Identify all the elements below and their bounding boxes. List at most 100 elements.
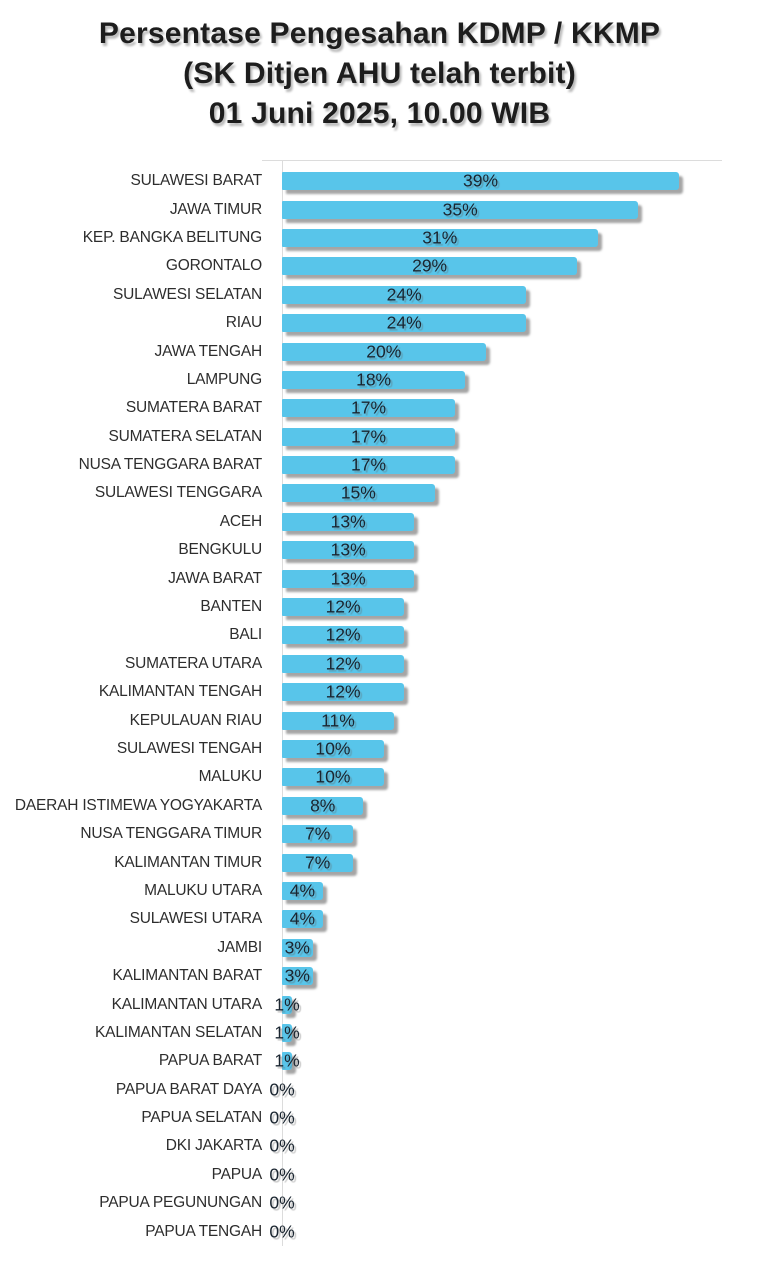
category-label: NUSA TENGGARA TIMUR — [80, 825, 262, 843]
category-label: MALUKU UTARA — [144, 881, 262, 899]
bar — [282, 654, 405, 673]
bar-area: 3% — [282, 937, 759, 958]
bar-row: JAWA TENGAH 20% — [0, 337, 759, 365]
bar — [282, 910, 323, 929]
bar — [282, 853, 354, 872]
bar-row: BALI 12% — [0, 621, 759, 649]
bar — [282, 938, 313, 957]
value-label: 13% — [330, 568, 366, 589]
bar — [282, 427, 456, 446]
bar-area: 12% — [282, 596, 759, 617]
value-label: 0% — [269, 1135, 295, 1156]
value-label: 39% — [462, 170, 499, 191]
category-label: MALUKU — [198, 768, 263, 786]
value-label: 4% — [289, 880, 316, 901]
bar — [282, 881, 323, 900]
bar-area: 7% — [282, 852, 759, 873]
value-label: 24% — [386, 312, 422, 333]
value-label: 3% — [284, 937, 310, 958]
bar-area: 0% — [269, 1079, 759, 1099]
bar — [282, 995, 293, 1014]
bar-row: KALIMANTAN TENGAH 12% — [0, 678, 759, 706]
bar-area: 1% — [274, 1051, 759, 1071]
bar — [282, 796, 364, 815]
category-label: KALIMANTAN UTARA — [111, 995, 263, 1013]
value-label: 11% — [321, 710, 355, 731]
bar-row: MALUKU 10% — [0, 763, 759, 791]
bar-row: KEPULAUAN RIAU 11% — [0, 706, 759, 734]
category-label: DKI JAKARTA — [165, 1137, 262, 1155]
category-label: GORONTALO — [165, 257, 262, 275]
bar-row: ACEH 13% — [0, 508, 759, 536]
category-label: SUMATERA UTARA — [124, 654, 262, 672]
value-label: 1% — [274, 994, 300, 1015]
value-label: 12% — [325, 596, 361, 617]
value-label: 10% — [315, 766, 351, 787]
bar-row: PAPUA TENGAH 0% — [0, 1217, 759, 1245]
value-label: 17% — [351, 397, 387, 418]
bar-area: 8% — [282, 795, 759, 816]
value-label: 8% — [310, 795, 336, 816]
category-label: PAPUA PEGUNUNGAN — [99, 1194, 262, 1212]
bar — [282, 228, 598, 247]
bar-row: SULAWESI BARAT 39% — [0, 167, 759, 195]
bar-row: SULAWESI TENGGARA 15% — [0, 479, 759, 507]
category-label: JAWA TENGAH — [154, 342, 263, 360]
bar-area: 0% — [269, 1221, 759, 1241]
bar — [282, 740, 384, 758]
bar — [282, 314, 527, 333]
bar-area: 13% — [282, 540, 759, 560]
bar-area: 0% — [269, 1136, 759, 1156]
category-label: SULAWESI TENGAH — [116, 740, 262, 757]
category-label: RIAU — [225, 314, 262, 332]
bar-row: RIAU 24% — [0, 309, 759, 337]
bar-area: 1% — [274, 1022, 759, 1042]
bar-area: 15% — [282, 483, 759, 503]
category-label: NUSA TENGGARA BARAT — [78, 456, 263, 474]
bar-row: PAPUA SELATAN 0% — [0, 1104, 759, 1132]
value-label: 0% — [269, 1107, 295, 1128]
bar-row: MALUKU UTARA 4% — [0, 877, 759, 905]
value-label: 3% — [284, 965, 310, 986]
category-label: PAPUA TENGAH — [145, 1222, 262, 1240]
bar-row: NUSA TENGGARA BARAT 17% — [0, 451, 759, 479]
bar-area: 29% — [282, 256, 759, 276]
chart-title-line1: Persentase Pengesahan KDMP / KKMP — [98, 17, 661, 50]
bar-area: 7% — [282, 824, 759, 844]
bar-row: GORONTALO 29% — [0, 252, 759, 280]
bar-row: PAPUA BARAT 1% — [0, 1047, 759, 1075]
plot-top-border — [262, 160, 722, 161]
bar — [282, 399, 456, 418]
bar — [282, 711, 394, 730]
category-label: PAPUA BARAT DAYA — [115, 1080, 262, 1098]
bar-row: KALIMANTAN BARAT 3% — [0, 962, 759, 990]
category-label: KEPULAUAN RIAU — [129, 711, 263, 729]
bar-row: KEP. BANGKA BELITUNG 31% — [0, 224, 759, 252]
category-label: SULAWESI BARAT — [130, 172, 262, 190]
bar-row: BENGKULU 13% — [0, 536, 759, 564]
bar-area: 35% — [282, 199, 759, 220]
value-label: 35% — [442, 199, 478, 220]
category-label: DAERAH ISTIMEWA YOGYAKARTA — [14, 796, 262, 814]
bar — [282, 598, 405, 617]
category-label: PAPUA — [211, 1165, 263, 1183]
value-label: 12% — [325, 681, 361, 702]
bar-row: SULAWESI UTARA 4% — [0, 905, 759, 933]
bar — [282, 512, 415, 531]
bar-area: 17% — [282, 455, 759, 475]
bar-row: SULAWESI TENGAH 10% — [0, 735, 759, 763]
category-label: BANTEN — [200, 598, 262, 616]
value-label: 10% — [315, 738, 351, 759]
category-label: BALI — [229, 626, 262, 644]
bar-area: 0% — [269, 1108, 759, 1128]
bar-row: LAMPUNG 18% — [0, 366, 759, 394]
bar-area: 12% — [282, 681, 759, 702]
category-label: KALIMANTAN BARAT — [112, 967, 262, 985]
bar-area: 13% — [282, 511, 759, 531]
y-axis-line — [282, 160, 283, 1246]
category-label: JAMBI — [217, 938, 262, 956]
category-label: PAPUA BARAT — [158, 1052, 262, 1070]
bar-row: KALIMANTAN TIMUR 7% — [0, 848, 759, 876]
value-label: 7% — [304, 852, 331, 873]
bar-row: SULAWESI SELATAN 24% — [0, 281, 759, 309]
